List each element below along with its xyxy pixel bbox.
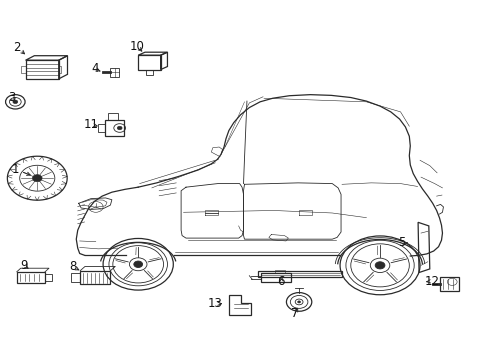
Text: 1: 1 [12, 163, 19, 176]
Text: 9: 9 [20, 259, 27, 272]
Circle shape [13, 100, 18, 104]
Circle shape [32, 175, 42, 182]
Text: 2: 2 [13, 41, 20, 54]
Circle shape [117, 126, 122, 130]
Circle shape [134, 261, 142, 267]
Circle shape [374, 262, 384, 269]
Text: 5: 5 [397, 236, 405, 249]
Text: 6: 6 [277, 275, 284, 288]
Text: 13: 13 [207, 297, 222, 310]
Text: 8: 8 [69, 260, 77, 273]
Text: 12: 12 [424, 275, 438, 288]
Text: 3: 3 [8, 91, 15, 104]
Text: 7: 7 [291, 307, 298, 320]
Text: 10: 10 [129, 40, 144, 53]
Text: 11: 11 [83, 118, 98, 131]
Circle shape [297, 301, 300, 303]
Text: 4: 4 [91, 62, 99, 75]
